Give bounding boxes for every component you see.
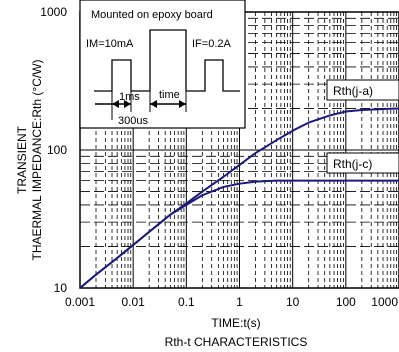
y-axis-label-line2: THAERMAL IMPEDANCE:Rth (°C/W) — [30, 59, 44, 260]
y-tick-label: 100 — [47, 143, 67, 157]
inset-arrowhead — [179, 100, 186, 108]
inset-time-label: time — [159, 89, 180, 101]
inset-1ms-label: 1ms — [119, 91, 140, 103]
inset-pulse-waveform — [94, 29, 240, 92]
label-rth-jc: Rth(j-c) — [333, 157, 372, 171]
x-tick-label: 0.1 — [178, 295, 195, 309]
x-tick-label: 0.001 — [65, 295, 95, 309]
inset-arrowhead — [112, 100, 119, 108]
x-tick-label: 10 — [286, 295, 300, 309]
inset-300us-label: 300us — [118, 115, 148, 127]
inset-arrowhead — [124, 100, 131, 108]
y-axis-label-line1: TRANSIENT — [15, 125, 29, 194]
inset-diagram: Mounted on epoxy board IM=10mA IF=0.2A 1… — [79, 0, 246, 129]
tick-labels: 0.001 0.01 0.1 1 10 100 1000 10 100 1000 — [40, 5, 398, 309]
label-rth-ja-box: Rth(j-a) — [326, 79, 399, 101]
label-rth-ja: Rth(j-a) — [333, 84, 373, 98]
inset-im-label: IM=10mA — [86, 38, 134, 50]
x-tick-label: 100 — [336, 295, 356, 309]
inset-if-label: IF=0.2A — [192, 38, 231, 50]
y-tick-label: 10 — [54, 281, 68, 295]
x-tick-label: 0.01 — [121, 295, 145, 309]
inset-title: Mounted on epoxy board — [91, 9, 213, 21]
y-tick-label: 1000 — [40, 5, 67, 19]
x-tick-label: 1000 — [371, 295, 398, 309]
x-axis-label: TIME:t(s) — [211, 316, 260, 330]
series-line-1 — [79, 179, 399, 289]
curves — [79, 107, 399, 289]
label-rth-jc-box: Rth(j-c) — [326, 152, 399, 174]
x-tick-label: 1 — [236, 295, 243, 309]
chart-caption: Rth-t CHARACTERISTICS — [165, 335, 308, 349]
